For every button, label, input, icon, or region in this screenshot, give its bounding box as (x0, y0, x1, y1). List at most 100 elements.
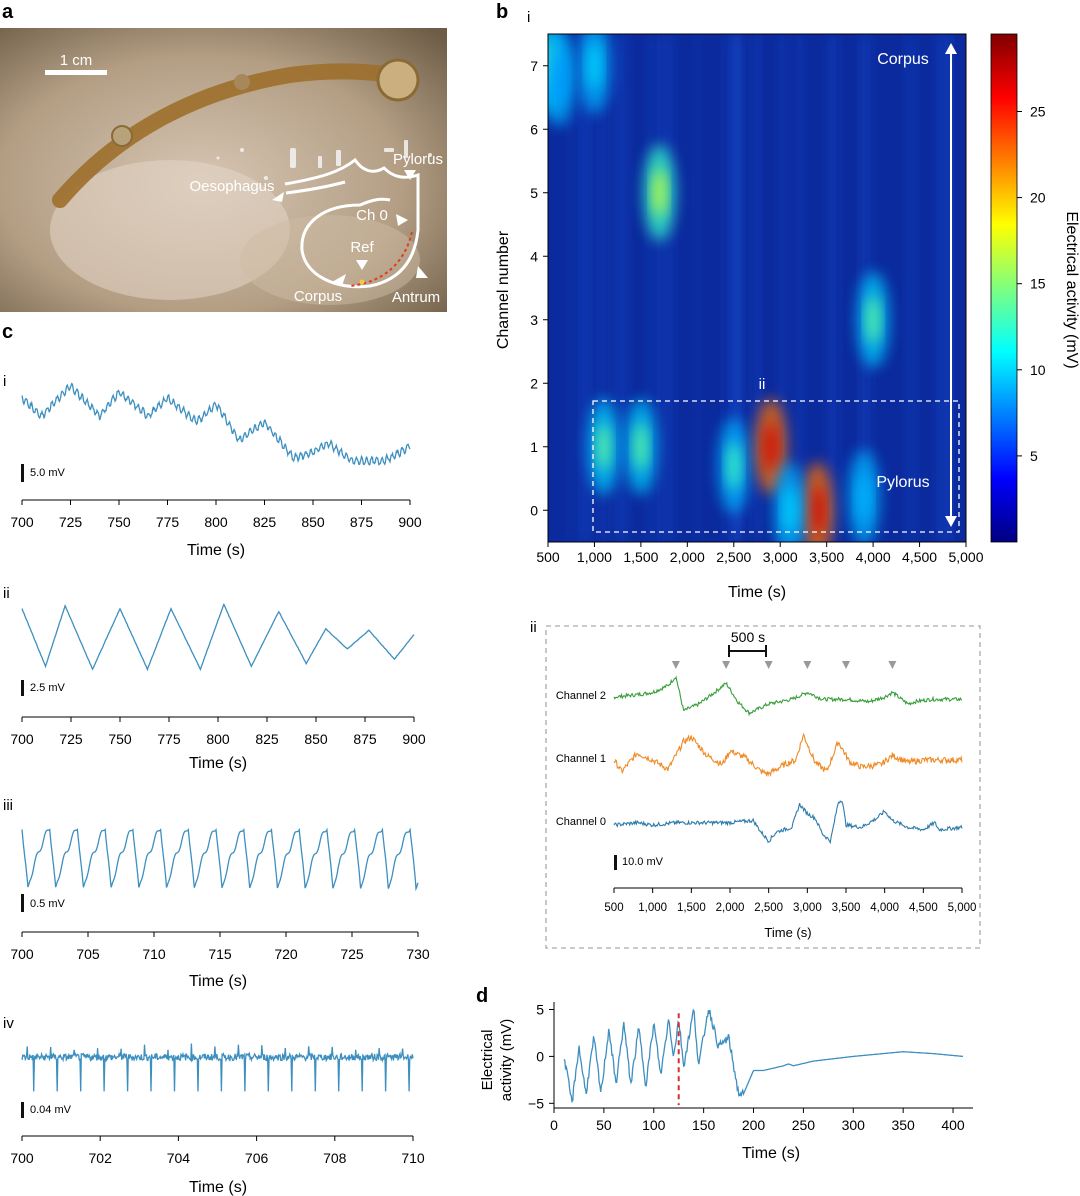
heatmap-xtick-label: 4,500 (902, 549, 937, 565)
panel-b-sub-ii: ii (530, 619, 537, 636)
heatmap-hotspots (548, 34, 953, 542)
heatmap-band (647, 34, 657, 542)
heatmap-band (752, 34, 760, 542)
heatmap-band (661, 34, 669, 542)
b-ii-xtick-label: 5,000 (948, 902, 977, 914)
c-row-iii-scale: 0.5 mV (30, 898, 66, 910)
heatmap-xtick-label: 2,500 (716, 549, 751, 565)
c-iv-trace (21, 1043, 414, 1092)
channel-0-label: Channel 0 (556, 816, 606, 828)
c-iv-xtick-label: 704 (167, 1150, 191, 1166)
c-row-i-xlabel: Time (s) (187, 542, 245, 559)
event-marker (671, 661, 680, 669)
heatmap-band (935, 34, 944, 542)
c-ii-xtick-label: 825 (255, 731, 279, 747)
heatmap-hotspot (764, 422, 777, 471)
trace-channel-2 (613, 675, 963, 717)
heatmap-band (776, 34, 782, 542)
panel-d-xlabel: Time (s) (742, 1145, 800, 1162)
c-ii-xtick-label: 775 (157, 731, 181, 747)
heatmap-xtick-label: 2,000 (670, 549, 705, 565)
channel-1-label: Channel 1 (556, 753, 606, 765)
heatmap-xtick-label: 3,000 (763, 549, 798, 565)
c-row-iii-scale-bar (21, 894, 24, 912)
heatmap-band (947, 34, 953, 542)
b-ii-xtick-label: 2,500 (754, 902, 783, 914)
c-iv-xtick-label: 702 (89, 1150, 113, 1166)
heatmap-band (828, 34, 834, 542)
heatmap-ytick-label: 7 (530, 58, 538, 74)
c-i-xtick-label: 875 (350, 514, 374, 530)
colorbar-tick-label: 25 (1030, 103, 1046, 119)
c-iii-xtick-label: 725 (340, 946, 364, 962)
c-ii-xtick-label: 725 (59, 731, 83, 747)
label-oesophagus: Oesophagus (189, 178, 274, 195)
c-iii-xtick-label: 715 (208, 946, 232, 962)
arrow-corpus (332, 274, 346, 286)
event-marker (803, 661, 812, 669)
panel-b-ii-frame (545, 625, 981, 949)
c-row-iv-xlabel: Time (s) (189, 1179, 247, 1196)
d-xtick-label: 300 (842, 1117, 866, 1133)
b-ii-xtick-label: 1,000 (638, 902, 667, 914)
panel-a-annotations: 1 cm Oesophagus Pylorus Ch 0 Ref Corpus … (45, 52, 443, 306)
panel-d-ylabel-2: activity (mV) (498, 1019, 515, 1102)
c-ii-xtick-label: 800 (206, 731, 230, 747)
heatmap-band (782, 34, 789, 542)
d-xtick-label: 150 (692, 1117, 716, 1133)
b-ii-xtick-label: 4,000 (870, 902, 899, 914)
d-xtick-label: 200 (742, 1117, 766, 1133)
event-markers (671, 661, 897, 669)
region-ii-box (592, 400, 960, 533)
panel-d: 0 50 100 150 200 250 300 350 400 −5 0 5 (528, 1002, 973, 1133)
heatmap-band (756, 34, 761, 542)
d-xtick-label: 350 (891, 1117, 915, 1133)
heatmap-hotspot (553, 54, 566, 103)
heatmap-ytick-label: 0 (530, 502, 538, 518)
heatmap-band (723, 34, 730, 542)
scale-10mv-label: 10.0 mV (622, 856, 664, 868)
heatmap-band (598, 34, 605, 542)
c-ii-xtick-label: 875 (353, 731, 377, 747)
event-marker (842, 661, 850, 669)
arrow-pylorus (404, 170, 416, 180)
heatmap-ytick-label: 3 (530, 312, 538, 328)
heatmap-hotspot (857, 473, 870, 522)
heatmap-band (581, 34, 590, 542)
colorbar (990, 33, 1018, 543)
panel-a-photo (0, 28, 447, 312)
c-ii-xtick-label: 700 (10, 731, 34, 747)
heatmap-band (906, 34, 916, 542)
heatmap-hotspot (634, 422, 647, 471)
c-ii-trace (21, 603, 415, 672)
c-iii-xtick-label: 705 (76, 946, 100, 962)
scale-500s-label: 500 s (731, 629, 765, 645)
label-corpus: Corpus (294, 288, 342, 305)
c-i-xtick-label: 725 (59, 514, 83, 530)
d-xtick-label: 250 (792, 1117, 816, 1133)
colorbar-ticks: 5 10 15 20 25 (1017, 103, 1046, 464)
heatmap-hotspot (783, 486, 796, 535)
scale-500s: 500 s (728, 629, 767, 657)
heatmap-axes: 500 1,000 1,500 2,000 2,500 3,000 3,500 4,000 4,… (530, 58, 984, 565)
heatmap-band (567, 34, 574, 542)
event-marker (764, 661, 773, 669)
colorbar-tick-label: 5 (1030, 448, 1038, 464)
heatmap-band (940, 34, 950, 542)
event-marker (888, 661, 897, 669)
corpus-label: Corpus (877, 51, 929, 68)
region-ii-label: ii (759, 376, 766, 393)
heatmap-xtick-label: 4,000 (856, 549, 891, 565)
heatmap-band (658, 34, 663, 542)
c-i-xtick-label: 900 (398, 514, 422, 530)
heatmap-band (736, 34, 743, 542)
panel-letter-b: b (496, 1, 508, 23)
colorbar-tick-label: 10 (1030, 362, 1046, 378)
c-row-ii-roman: ii (3, 585, 10, 602)
c-ii-xtick-label: 900 (402, 731, 426, 747)
c-row-iv-scale-bar (21, 1102, 24, 1118)
scale-bar (45, 70, 107, 75)
panel-b-ii-xlabel: Time (s) (764, 925, 811, 940)
b-ii-xtick-label: 3,000 (793, 902, 822, 914)
c-i-xtick-label: 850 (301, 514, 325, 530)
